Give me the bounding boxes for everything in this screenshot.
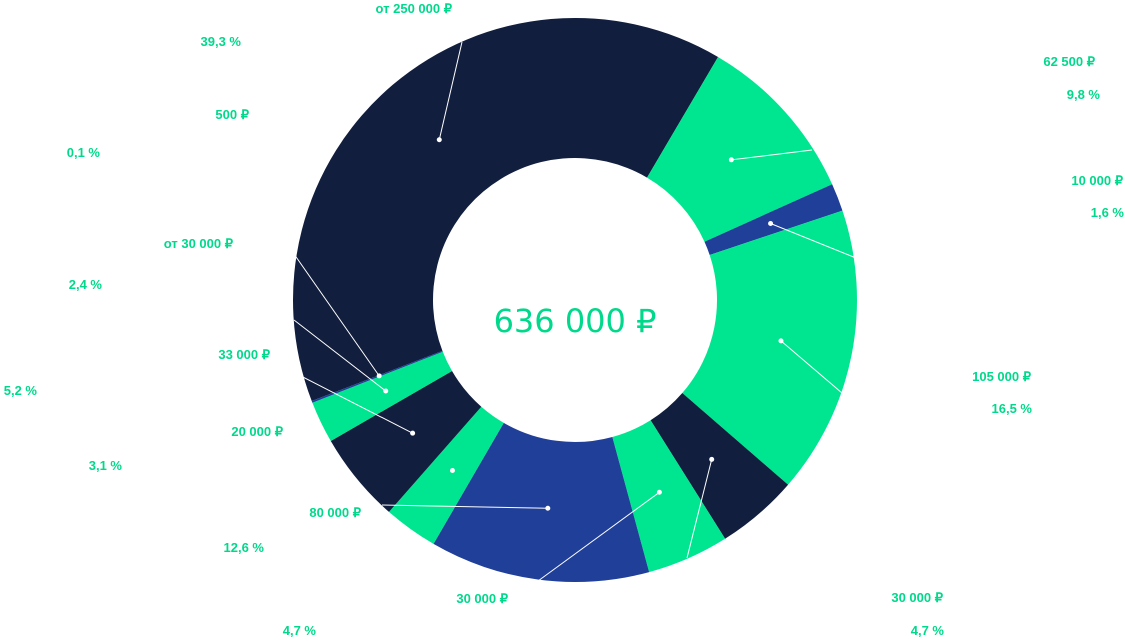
slice-labels: от 250 000 ₽ 39,3 % 62 500 ₽ 9,8 % 10 000 ₽ 1… (4, 1, 1125, 638)
slice-8 (388, 406, 504, 544)
leader-line-2 (731, 149, 813, 161)
leader-line-5 (686, 459, 713, 559)
slice-percent-label-9: 5,2 % (4, 383, 38, 398)
slice-7 (433, 422, 650, 582)
slice-dot-5 (709, 456, 715, 462)
slice-percent-label-11: 0,1 % (67, 145, 101, 160)
slice-1 (293, 18, 719, 402)
slice-amount-label-9: 33 000 ₽ (218, 347, 270, 362)
slice-dot-1 (436, 137, 442, 143)
slice-amount-label-10: от 30 000 ₽ (164, 236, 234, 251)
slice-dot-6 (656, 489, 662, 495)
slice-amount-label-5: 30 000 ₽ (891, 590, 943, 605)
slice-amount-label-4: 105 000 ₽ (972, 369, 1032, 384)
slice-amount-label-1: от 250 000 ₽ (376, 1, 453, 16)
slice-2 (647, 56, 833, 242)
slice-amount-label-3: 10 000 ₽ (1071, 173, 1123, 188)
slice-amount-label-11: 500 ₽ (215, 107, 249, 122)
slice-percent-label-5: 4,7 % (911, 623, 945, 638)
slice-percent-label-3: 1,6 % (1091, 205, 1125, 220)
leader-line-9 (296, 373, 413, 434)
slice-6 (612, 420, 726, 573)
slice-percent-label-4: 16,5 % (992, 401, 1033, 416)
slice-3 (704, 184, 843, 255)
slice-percent-label-2: 9,8 % (1067, 87, 1101, 102)
slice-9 (330, 371, 482, 512)
slice-amount-label-6: 30 000 ₽ (456, 591, 508, 606)
leader-line-10 (293, 319, 387, 392)
slice-dot-8 (449, 468, 455, 474)
leader-line-1 (438, 41, 463, 140)
leader-lines (293, 41, 857, 582)
slice-percent-label-7: 12,6 % (224, 540, 265, 555)
leader-line-11 (293, 253, 380, 377)
slice-percent-label-6: 4,7 % (283, 623, 317, 638)
slice-amount-label-8: 20 000 ₽ (231, 424, 283, 439)
slice-percent-label-10: 2,4 % (69, 277, 103, 292)
slice-dot-11 (376, 373, 382, 379)
leader-line-6 (537, 491, 660, 582)
leader-line-7 (381, 504, 548, 509)
slice-amount-label-7: 80 000 ₽ (309, 505, 361, 520)
slice-dot-2 (728, 157, 734, 163)
slice-dot-10 (383, 388, 389, 394)
slice-dot-9 (410, 430, 416, 436)
leader-line-4 (780, 340, 843, 394)
total-amount: 636 000 ₽ (494, 302, 657, 340)
slice-percent-label-8: 3,1 % (89, 458, 123, 473)
slice-percent-label-1: 39,3 % (201, 34, 242, 49)
slice-dot-3 (768, 221, 774, 227)
donut-slices (293, 18, 857, 582)
slice-4 (682, 210, 857, 485)
slice-amount-label-2: 62 500 ₽ (1043, 54, 1095, 69)
leader-line-3 (770, 223, 857, 259)
slice-dot-4 (778, 338, 784, 344)
slice-10 (312, 351, 453, 441)
slice-dot-7 (545, 505, 551, 511)
slice-5 (650, 393, 789, 539)
